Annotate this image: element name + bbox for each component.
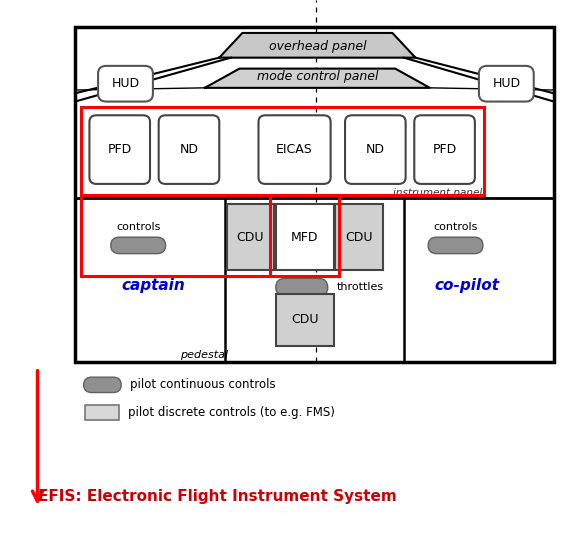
Text: pilot continuous controls: pilot continuous controls <box>130 378 275 391</box>
Polygon shape <box>205 69 430 88</box>
Text: pilot discrete controls (to e.g. FMS): pilot discrete controls (to e.g. FMS) <box>128 406 335 419</box>
Text: captain: captain <box>121 278 185 293</box>
Text: ND: ND <box>179 143 198 156</box>
FancyBboxPatch shape <box>414 115 475 184</box>
Polygon shape <box>219 33 415 58</box>
Bar <box>81 107 484 195</box>
Bar <box>85 405 119 420</box>
Text: instrument panel: instrument panel <box>392 188 482 198</box>
Text: HUD: HUD <box>111 77 140 90</box>
FancyBboxPatch shape <box>345 115 406 184</box>
FancyBboxPatch shape <box>84 377 121 393</box>
Text: MFD: MFD <box>291 231 319 244</box>
Text: PFD: PFD <box>107 143 132 156</box>
FancyBboxPatch shape <box>479 66 534 102</box>
FancyBboxPatch shape <box>258 115 331 184</box>
Text: pedestal: pedestal <box>180 350 228 360</box>
FancyBboxPatch shape <box>98 66 153 102</box>
FancyBboxPatch shape <box>89 115 150 184</box>
Text: overhead panel: overhead panel <box>268 40 366 53</box>
Text: HUD: HUD <box>492 77 520 90</box>
FancyBboxPatch shape <box>428 237 483 254</box>
Bar <box>227 204 274 270</box>
Text: EICAS: EICAS <box>276 143 313 156</box>
Bar <box>75 27 554 362</box>
Bar <box>335 204 383 270</box>
Text: throttles: throttles <box>336 282 384 293</box>
Bar <box>276 204 334 270</box>
Bar <box>270 195 339 276</box>
Text: EFIS: Electronic Flight Instrument System: EFIS: Electronic Flight Instrument Syste… <box>38 489 396 505</box>
FancyBboxPatch shape <box>111 237 166 254</box>
Text: PFD: PFD <box>432 143 457 156</box>
Text: controls: controls <box>116 222 160 232</box>
Text: co-pilot: co-pilot <box>435 278 500 293</box>
Text: mode control panel: mode control panel <box>257 70 378 83</box>
FancyBboxPatch shape <box>159 115 219 184</box>
Text: CDU: CDU <box>237 231 264 244</box>
Text: controls: controls <box>433 222 478 232</box>
Bar <box>276 294 334 346</box>
Text: ND: ND <box>366 143 385 156</box>
FancyBboxPatch shape <box>276 278 328 296</box>
Text: CDU: CDU <box>291 313 319 326</box>
Text: CDU: CDU <box>345 231 373 244</box>
